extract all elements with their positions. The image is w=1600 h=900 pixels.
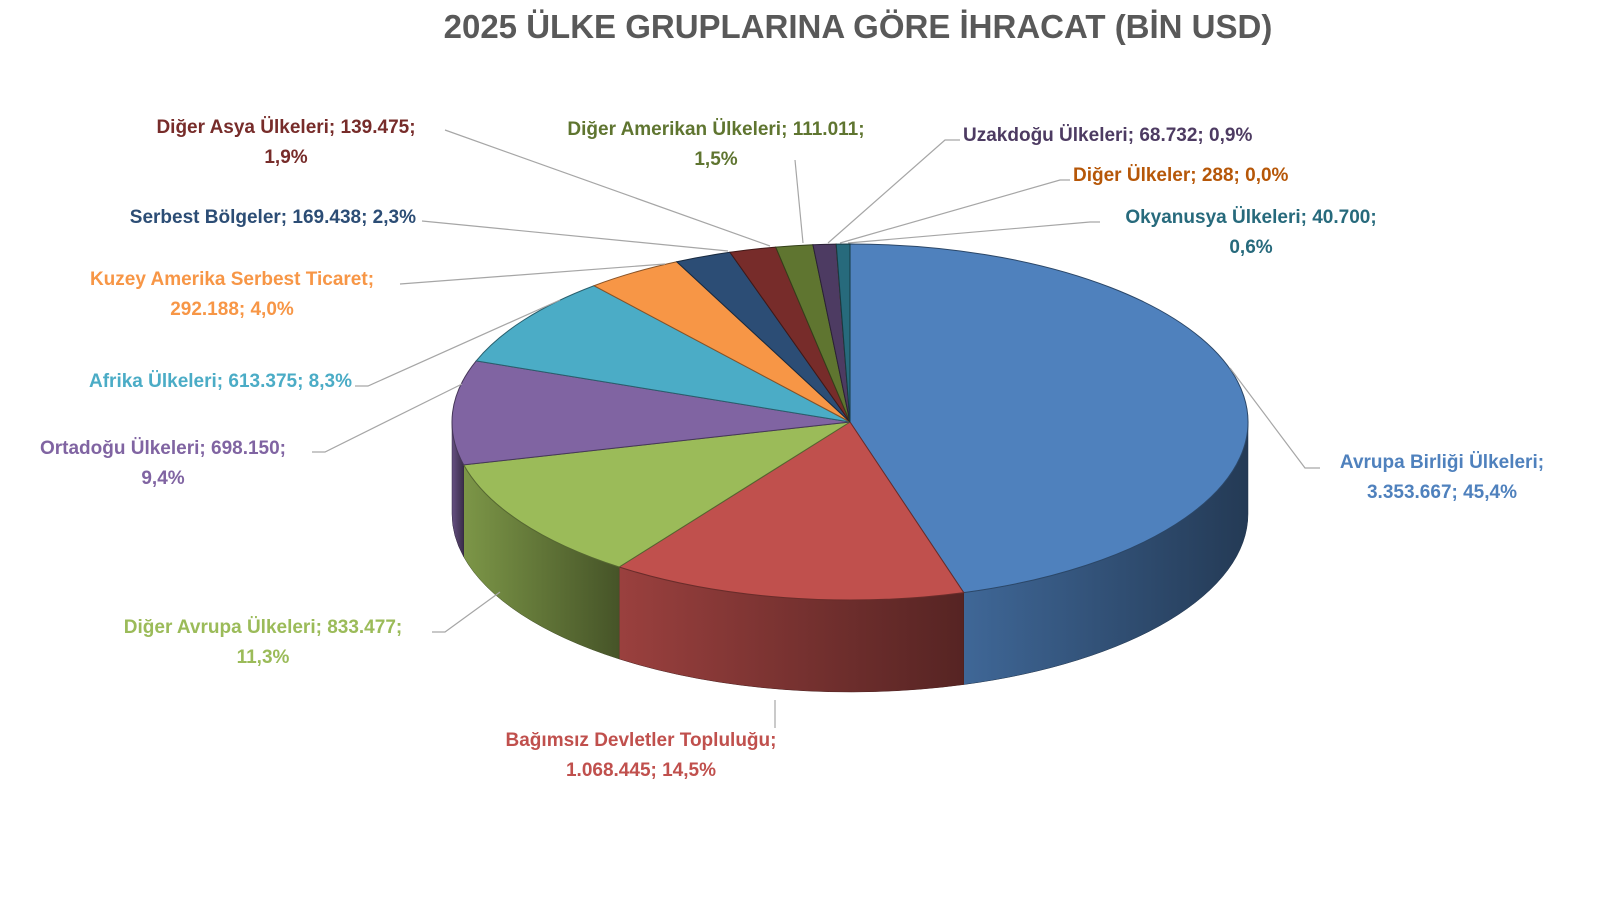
pie-slice-12 xyxy=(835,243,851,423)
leader-line-7 xyxy=(421,220,729,252)
leader-line-3 xyxy=(432,591,501,633)
pie-slice-1 xyxy=(849,243,1249,594)
pie-top xyxy=(451,243,1249,601)
leader-line-8 xyxy=(444,129,771,247)
pie-slice-5 xyxy=(475,285,851,423)
leader-line-9 xyxy=(794,159,804,244)
data-label-6: Kuzey Amerika Serbest Ticaret; 292.188; 4… xyxy=(90,269,374,320)
pie-slice-4 xyxy=(451,360,851,466)
data-label-10: Uzakdoğu Ülkeleri; 68.732; 0,9% xyxy=(963,125,1252,146)
data-label-9: Diğer Amerikan Ülkeleri; 111.011; 1,5% xyxy=(567,119,864,170)
pie-slice-3 xyxy=(462,421,851,568)
chart-title: 2025 ÜLKE GRUPLARINA GÖRE İHRACAT (BİN U… xyxy=(443,8,1273,45)
data-label-7: Serbest Bölgeler; 169.438; 2,3% xyxy=(130,207,416,228)
data-label-8: Diğer Asya Ülkeleri; 139.475; 1,9% xyxy=(156,117,415,168)
leader-line-12 xyxy=(847,221,1100,244)
pie-slice-2 xyxy=(617,421,965,601)
pie-sides xyxy=(451,421,1249,693)
leader-line-6 xyxy=(399,263,666,285)
data-label-2: Bağımsız Devletler Topluluğu; 1.068.445; … xyxy=(506,730,777,781)
leader-line-5 xyxy=(355,299,561,387)
data-label-4: Ortadoğu Ülkeleri; 698.150; 9,4% xyxy=(40,438,286,489)
leader-line-11 xyxy=(839,179,1070,244)
data-label-1: Avrupa Birliği Ülkeleri; 3.353.667; 45,4% xyxy=(1340,452,1544,503)
data-label-5: Afrika Ülkeleri; 613.375; 8,3% xyxy=(89,371,352,392)
leader-line-4 xyxy=(312,383,463,453)
leader-line-10 xyxy=(827,139,960,244)
data-label-11: Diğer Ülkeler; 288; 0,0% xyxy=(1073,165,1289,186)
data-label-12: Okyanusya Ülkeleri; 40.700; 0,6% xyxy=(1125,207,1376,258)
data-label-3: Diğer Avrupa Ülkeleri; 833.477; 11,3% xyxy=(124,617,402,668)
leader-line-1 xyxy=(1229,367,1320,469)
